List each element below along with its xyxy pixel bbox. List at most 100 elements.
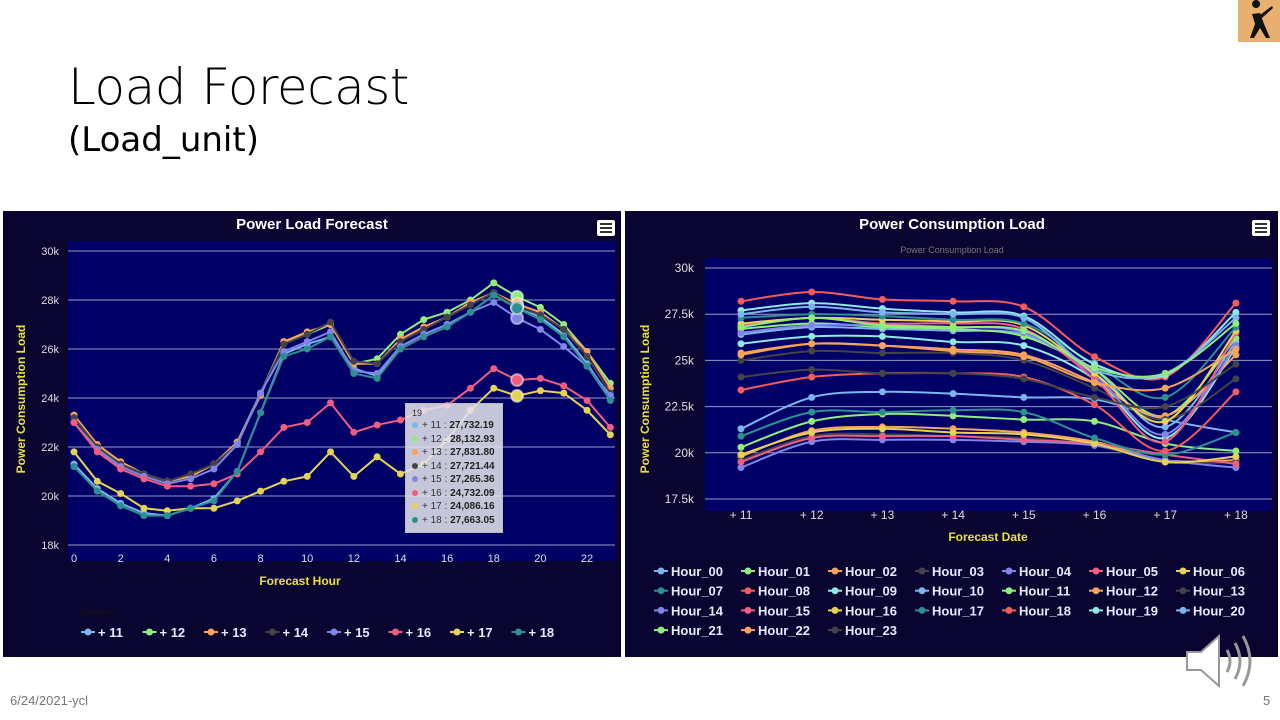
legend-marker: [831, 567, 839, 575]
data-point: [808, 417, 816, 425]
data-point: [949, 338, 957, 346]
speaker-audio-icon[interactable]: [1183, 630, 1259, 697]
data-point: [1091, 393, 1098, 401]
data-point: [808, 393, 816, 401]
data-point: [949, 347, 957, 355]
legend-item: Hour_10: [932, 584, 984, 599]
data-point: [536, 374, 544, 382]
page-number: 5: [1263, 693, 1271, 708]
legend-item: Hour_15: [758, 603, 810, 618]
tooltip-value: 27,721.44: [450, 460, 495, 472]
data-point: [187, 504, 195, 512]
x-tick-label: + 14: [941, 508, 965, 522]
data-point: [1232, 319, 1240, 327]
data-point: [560, 389, 568, 397]
y-tick-label: 30k: [41, 246, 59, 258]
tooltip-series: + 15: [422, 474, 442, 485]
chart-title: Power Load Forecast: [236, 216, 388, 233]
legend-marker: [84, 628, 92, 636]
data-point: [808, 408, 816, 416]
legend-marker: [1179, 587, 1187, 595]
data-point: [878, 425, 886, 433]
data-point: [808, 434, 816, 442]
legend-marker: [330, 628, 338, 636]
data-point: [1232, 388, 1240, 396]
data-point: [1091, 379, 1098, 387]
legend-marker: [744, 606, 752, 614]
legend-marker: [146, 628, 153, 636]
y-tick-label: 30k: [675, 261, 695, 275]
data-point: [210, 504, 218, 512]
data-point: [1161, 447, 1169, 455]
tooltip-row: + 17 : 24,086.16: [412, 501, 496, 515]
legend-marker: [657, 606, 665, 614]
data-point: [737, 373, 745, 381]
chart-title: Power Consumption Load: [859, 216, 1045, 233]
y-tick-label: 27.5k: [665, 307, 695, 321]
data-point: [1161, 384, 1169, 392]
legend-item: + 14: [283, 625, 309, 640]
legend-marker: [831, 626, 839, 634]
legend-item: Hour_08: [758, 584, 810, 599]
series-line: [740, 438, 1237, 469]
data-point: [70, 414, 78, 422]
data-point: [93, 477, 101, 485]
data-point: [373, 374, 381, 382]
y-tick-label: 20k: [41, 491, 59, 503]
data-point: [466, 301, 474, 309]
series-dot-icon: [412, 449, 418, 455]
plot-area: [68, 241, 615, 561]
tooltip-value: 27,831.80: [450, 447, 495, 458]
x-tick-label: + 18: [1224, 508, 1248, 522]
legend-marker: [918, 587, 926, 595]
legend-item: Hour_16: [845, 603, 897, 618]
data-point: [808, 288, 816, 296]
legend-marker: [515, 628, 522, 636]
x-tick-label: + 11: [730, 508, 753, 522]
data-point: [327, 318, 335, 326]
data-point: [878, 432, 886, 440]
data-point: [303, 338, 311, 346]
data-point: [949, 412, 957, 420]
data-point: [373, 360, 381, 368]
data-point: [878, 308, 886, 316]
data-point: [606, 423, 614, 431]
legend-marker: [392, 628, 399, 636]
tooltip-value: 28,132.93: [450, 433, 495, 445]
footer-date: 6/24/2021-ycl: [10, 693, 89, 708]
data-point: [466, 384, 474, 392]
data-point: [443, 313, 451, 321]
legend-marker: [1179, 606, 1187, 614]
tooltip-value: 27,732.19: [449, 420, 494, 431]
hamburger-menu-icon[interactable]: [1252, 220, 1270, 236]
hamburger-menu-icon[interactable]: [597, 220, 615, 236]
x-tick-label: 0: [71, 553, 77, 565]
data-point: [1161, 369, 1169, 377]
tooltip-row: + 16 : 24,732.09: [412, 488, 496, 502]
legend-marker: [918, 606, 926, 614]
data-point: [117, 502, 125, 510]
data-point: [373, 453, 381, 461]
data-point: [606, 396, 614, 404]
data-point: [737, 356, 745, 364]
tooltip-value: 24,086.16: [450, 501, 495, 512]
data-point: [303, 419, 311, 426]
data-point: [878, 332, 886, 340]
data-point: [737, 458, 745, 466]
data-point: [808, 373, 816, 381]
y-tick-label: 24k: [41, 393, 59, 405]
data-point: [737, 340, 745, 348]
data-point: [420, 325, 428, 333]
data-point: [1232, 314, 1240, 322]
data-point: [1020, 416, 1028, 424]
data-point: [140, 504, 148, 512]
legend-item: Hour_07: [671, 584, 723, 599]
data-point: [1091, 434, 1098, 442]
legend-marker: [657, 587, 665, 595]
x-tick-label: 18: [488, 553, 500, 565]
data-point: [1020, 353, 1028, 361]
tooltip-header: 19: [412, 408, 423, 418]
data-point: [949, 323, 957, 331]
data-point: [536, 311, 544, 319]
legend-item: Hour_01: [758, 564, 810, 579]
